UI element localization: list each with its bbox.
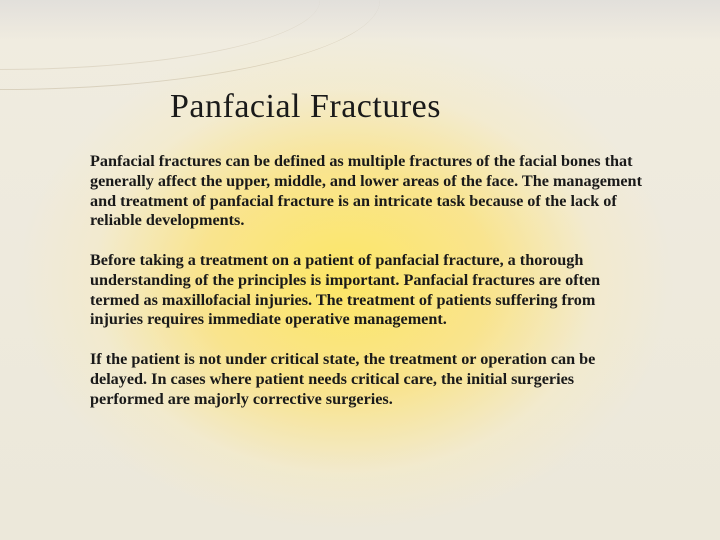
decorative-curve-inner bbox=[0, 0, 320, 70]
content-area: Panfacial Fractures Panfacial fractures … bbox=[90, 88, 650, 429]
slide-title: Panfacial Fractures bbox=[170, 88, 650, 126]
body-paragraph: If the patient is not under critical sta… bbox=[90, 350, 650, 409]
body-paragraph: Panfacial fractures can be defined as mu… bbox=[90, 152, 650, 231]
decorative-curve-outer bbox=[0, 0, 380, 90]
body-paragraph: Before taking a treatment on a patient o… bbox=[90, 251, 650, 330]
slide-container: Panfacial Fractures Panfacial fractures … bbox=[0, 0, 720, 540]
top-gradient-band bbox=[0, 0, 720, 40]
